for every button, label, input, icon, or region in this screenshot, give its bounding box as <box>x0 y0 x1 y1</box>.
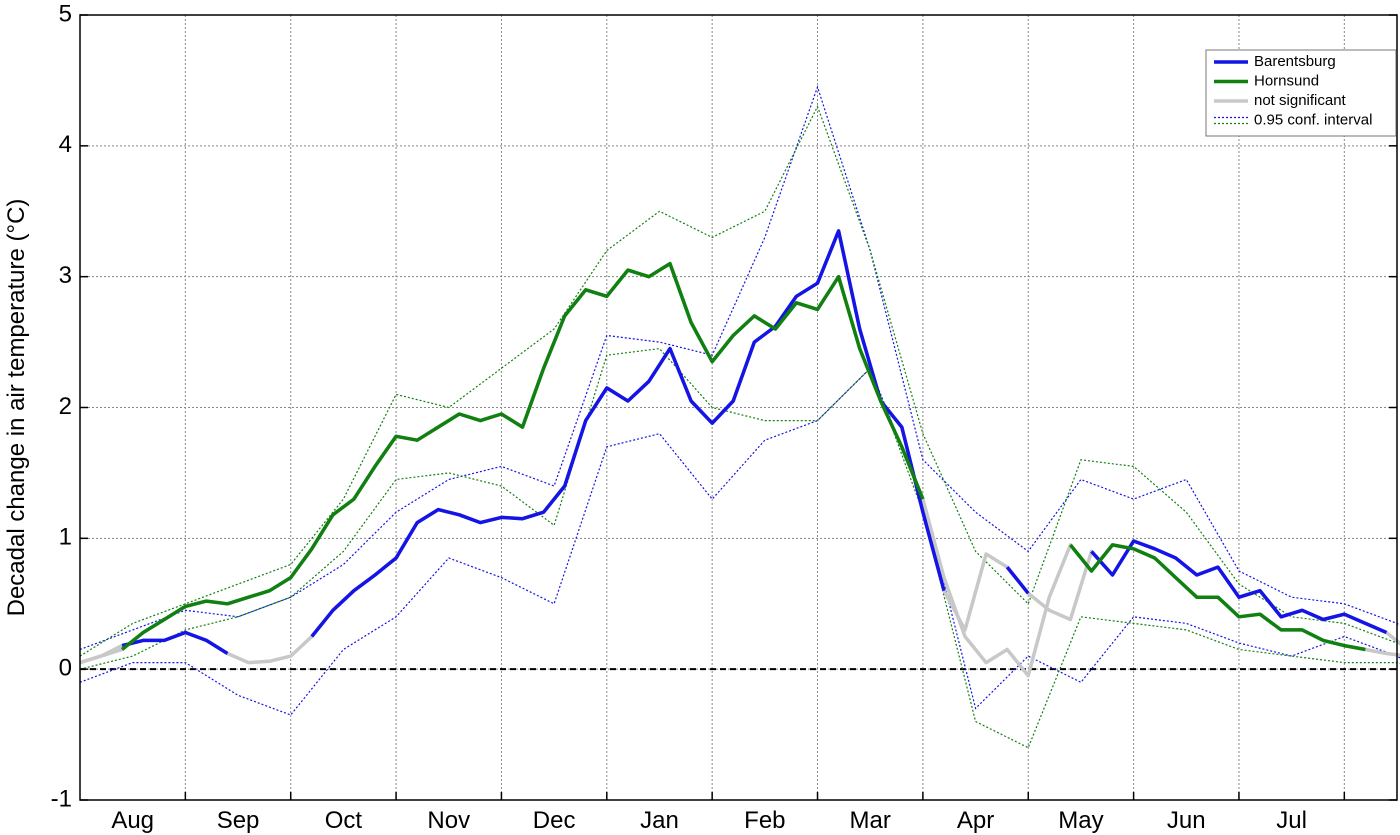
x-tick-label: Jan <box>640 807 679 834</box>
y-tick-label: 4 <box>59 131 72 158</box>
legend-label: not significant <box>1254 92 1347 109</box>
x-tick-label: Nov <box>427 807 470 834</box>
y-axis-ticks: -1 0 1 2 3 4 5 <box>51 0 1397 812</box>
x-tick-label: Sep <box>217 807 260 834</box>
series-line-barentsburg <box>121 229 1388 655</box>
ci-line <box>79 347 1400 749</box>
y-axis-label: Decadal change in air temperature (°C) <box>3 199 30 617</box>
x-tick-label: Dec <box>533 807 576 834</box>
y-tick-label: 1 <box>59 524 72 551</box>
y-tick-label: 0 <box>59 655 72 682</box>
ci-line <box>79 367 1400 716</box>
y-tick-label: 5 <box>59 0 72 27</box>
x-axis-ticks: Aug Sep Oct Nov Dec Jan Feb Mar Apr May Jun Jul <box>111 792 1346 834</box>
x-tick-label: May <box>1058 807 1103 834</box>
x-tick-label: Feb <box>744 807 785 834</box>
x-tick-label: Jun <box>1167 807 1206 834</box>
x-tick-label: Aug <box>111 807 154 834</box>
legend-label: Barentsburg <box>1254 53 1336 70</box>
legend-box <box>1205 49 1397 137</box>
legend-label: 0.95 conf. interval <box>1254 111 1372 128</box>
x-tick-label: Oct <box>325 807 363 834</box>
legend: Barentsburg Hornsund not significant 0.95 c… <box>1205 49 1397 137</box>
x-tick-label: Jul <box>1276 807 1307 834</box>
y-tick-label: 2 <box>59 393 72 420</box>
y-tick-label: 3 <box>59 262 72 289</box>
confidence-intervals <box>79 85 1400 749</box>
series-line-hornsund <box>121 261 1366 652</box>
ci-line <box>79 85 1400 651</box>
series-lines <box>79 229 1400 678</box>
not-significant-line <box>79 261 1400 678</box>
legend-label: Hornsund <box>1254 72 1319 89</box>
x-tick-label: Mar <box>850 807 891 834</box>
x-tick-label: Apr <box>957 807 994 834</box>
gridlines <box>80 15 1397 800</box>
y-tick-label: -1 <box>51 785 72 812</box>
